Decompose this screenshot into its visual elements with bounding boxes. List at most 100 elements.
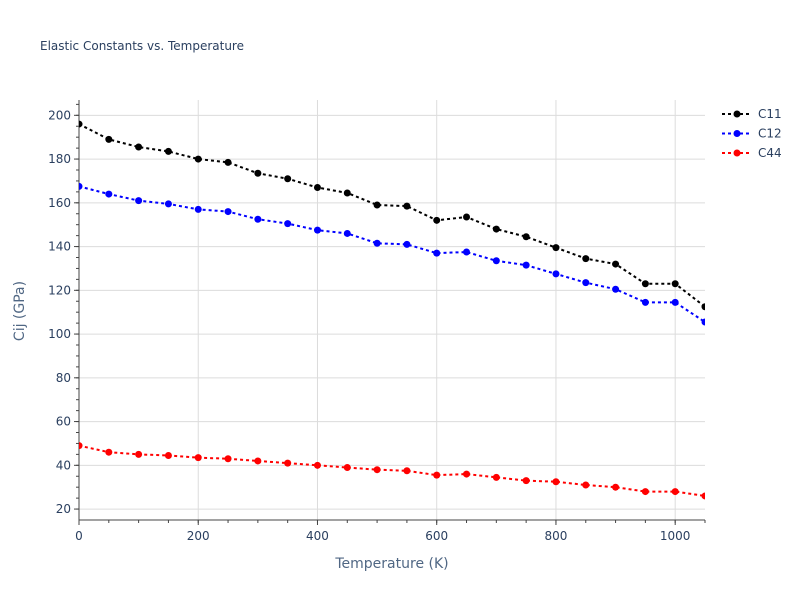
axes: 0 200 400 600 800 1000 20 40 60 80 100 120 140 160 180… xyxy=(48,100,706,543)
data-point xyxy=(552,244,560,252)
data-point xyxy=(194,155,202,163)
series-c11 xyxy=(79,120,705,311)
data-point xyxy=(522,233,530,241)
data-point xyxy=(224,208,232,216)
data-point xyxy=(433,249,441,257)
data-point xyxy=(373,466,381,474)
data-point xyxy=(135,450,143,458)
legend-marker xyxy=(733,149,741,157)
data-point xyxy=(224,158,232,166)
data-point xyxy=(79,182,83,190)
data-point xyxy=(522,477,530,485)
data-point xyxy=(701,492,705,500)
legend-label: C12 xyxy=(758,127,782,141)
legend-item: C12 xyxy=(722,127,782,141)
series-line xyxy=(79,444,705,497)
data-point xyxy=(612,260,620,268)
legend-marker xyxy=(733,110,741,118)
data-point xyxy=(671,280,679,288)
legend-label: C44 xyxy=(758,146,782,160)
data-point xyxy=(224,455,232,463)
series-line xyxy=(79,123,705,308)
plot-area xyxy=(79,120,705,500)
x-tick-label: 800 xyxy=(544,529,567,543)
data-point xyxy=(105,135,113,143)
data-point xyxy=(463,470,471,478)
data-point xyxy=(164,200,172,208)
data-point xyxy=(403,467,411,475)
data-point xyxy=(403,202,411,210)
data-point xyxy=(164,147,172,155)
series-line xyxy=(79,185,705,323)
data-point xyxy=(79,120,83,128)
data-point xyxy=(492,225,500,233)
data-point xyxy=(313,184,321,191)
data-point xyxy=(522,261,530,269)
grid xyxy=(78,100,705,520)
data-point xyxy=(701,318,705,326)
legend-label: C11 xyxy=(758,107,782,121)
data-point xyxy=(552,270,560,278)
y-tick-label: 120 xyxy=(48,283,71,297)
data-point xyxy=(582,481,590,489)
data-point xyxy=(552,478,560,486)
y-tick-label: 80 xyxy=(56,371,71,385)
data-point xyxy=(373,201,381,209)
data-point xyxy=(671,298,679,306)
data-point xyxy=(284,459,292,467)
data-point xyxy=(284,175,292,183)
data-point xyxy=(492,257,500,265)
data-point xyxy=(343,229,351,237)
data-point xyxy=(313,226,321,234)
data-point xyxy=(582,255,590,263)
data-point xyxy=(254,169,262,177)
data-point xyxy=(492,473,500,481)
data-point xyxy=(403,240,411,248)
data-point xyxy=(164,451,172,459)
data-point xyxy=(254,215,262,223)
data-point xyxy=(671,488,679,496)
data-point xyxy=(313,461,321,469)
y-tick-label: 20 xyxy=(56,502,71,516)
x-tick-label: 1000 xyxy=(660,529,691,543)
x-tick-label: 600 xyxy=(425,529,448,543)
data-point xyxy=(463,248,471,256)
data-point xyxy=(433,471,441,479)
data-point xyxy=(105,190,113,198)
y-tick-label: 40 xyxy=(56,458,71,472)
chart-title: Elastic Constants vs. Temperature xyxy=(40,39,244,53)
data-point xyxy=(135,197,143,205)
data-point xyxy=(254,457,262,465)
legend-item: C44 xyxy=(722,146,782,160)
y-axis-title: Cij (GPa) xyxy=(12,281,28,341)
data-point xyxy=(641,280,649,288)
data-point xyxy=(373,239,381,247)
data-point xyxy=(135,143,143,151)
data-point xyxy=(433,216,441,224)
y-tick-label: 140 xyxy=(48,240,71,254)
y-tick-label: 160 xyxy=(48,196,71,210)
y-tick-label: 60 xyxy=(56,415,71,429)
data-point xyxy=(343,464,351,471)
series-c12 xyxy=(79,182,705,326)
data-point xyxy=(701,303,705,311)
x-tick-label: 400 xyxy=(306,529,329,543)
data-point xyxy=(641,488,649,496)
series-c44 xyxy=(79,442,705,500)
x-axis-title: Temperature (K) xyxy=(334,556,448,572)
data-point xyxy=(79,442,83,450)
data-point xyxy=(582,279,590,287)
data-point xyxy=(463,213,471,221)
data-point xyxy=(105,448,113,456)
x-tick-label: 200 xyxy=(187,529,210,543)
data-point xyxy=(641,298,649,306)
legend-marker xyxy=(733,130,741,137)
data-point xyxy=(284,220,292,228)
y-tick-label: 100 xyxy=(48,327,71,341)
y-tick-label: 180 xyxy=(48,152,71,166)
data-point xyxy=(612,285,620,293)
data-point xyxy=(612,483,620,491)
legend: C11 C12 C44 xyxy=(722,107,782,160)
data-point xyxy=(194,454,202,462)
